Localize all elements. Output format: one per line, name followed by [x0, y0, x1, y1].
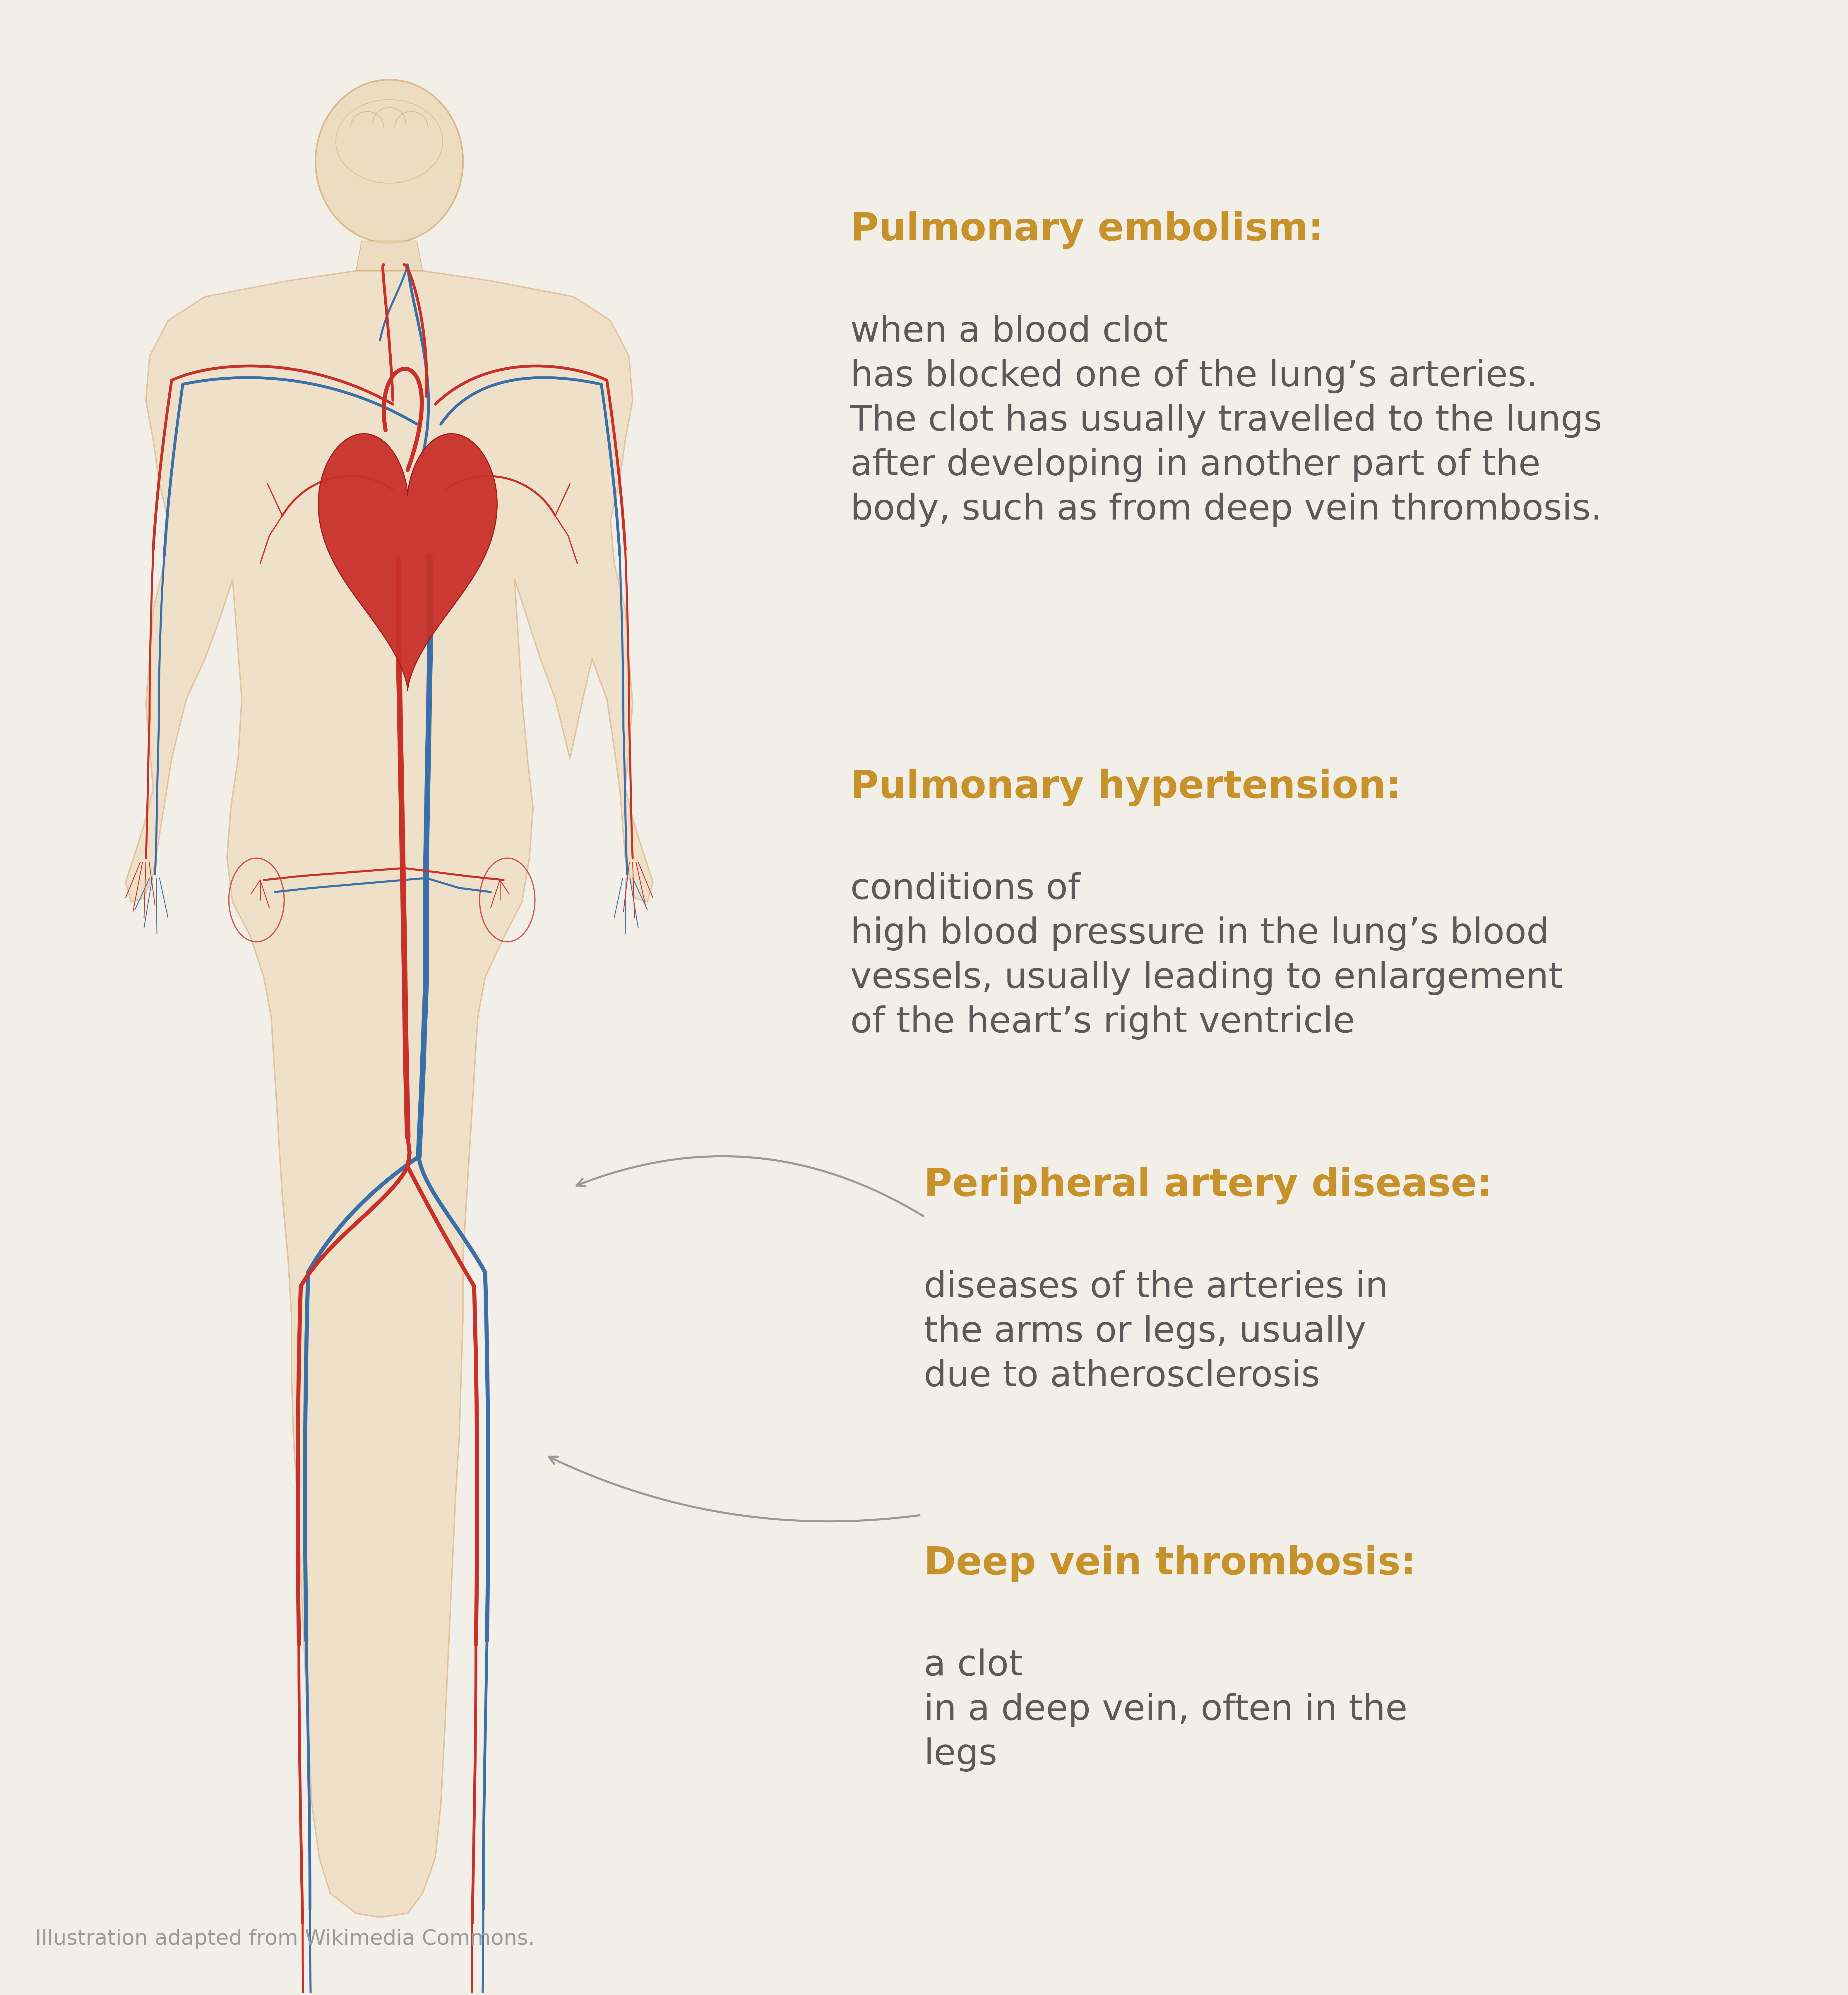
- Text: Deep vein thrombosis:: Deep vein thrombosis:: [924, 1544, 1416, 1582]
- Text: Illustration adapted from Wikimedia Commons.: Illustration adapted from Wikimedia Comm…: [35, 1929, 534, 1949]
- Text: conditions of
high blood pressure in the lung’s blood
vessels, usually leading t: conditions of high blood pressure in the…: [850, 872, 1562, 1039]
- Polygon shape: [126, 271, 652, 1917]
- Text: Pulmonary hypertension:: Pulmonary hypertension:: [850, 768, 1401, 806]
- Ellipse shape: [316, 80, 464, 243]
- Text: when a blood clot
has blocked one of the lung’s arteries.
The clot has usually t: when a blood clot has blocked one of the…: [850, 315, 1602, 527]
- Text: a clot
in a deep vein, often in the
legs: a clot in a deep vein, often in the legs: [924, 1648, 1408, 1772]
- Polygon shape: [318, 433, 497, 690]
- Text: Pulmonary embolism: when a blood clot
has blocked one of the lung’s arteries.
Th: Pulmonary embolism: when a blood clot ha…: [850, 211, 1602, 423]
- Text: Pulmonary embolism:: Pulmonary embolism:: [850, 211, 1323, 249]
- Text: diseases of the arteries in
the arms or legs, usually
due to atherosclerosis: diseases of the arteries in the arms or …: [924, 1271, 1388, 1393]
- Polygon shape: [357, 241, 423, 271]
- Text: Peripheral artery disease:: Peripheral artery disease:: [924, 1167, 1493, 1205]
